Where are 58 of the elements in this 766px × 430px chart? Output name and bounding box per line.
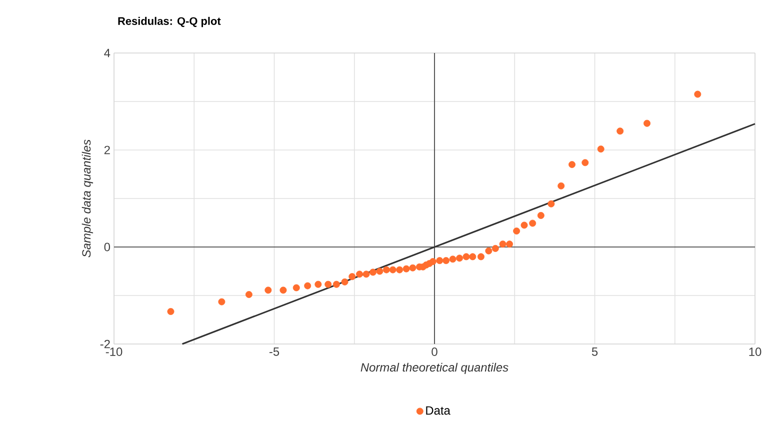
x-tick-label: 5 [592, 348, 598, 356]
x-axis-title: Normal theoretical quantiles [360, 362, 508, 374]
y-tick-label: 0 [104, 242, 110, 252]
point [280, 286, 287, 294]
y-tick-label: 2 [104, 146, 110, 154]
point [402, 265, 410, 272]
point [568, 161, 576, 168]
point [348, 273, 356, 280]
point [442, 257, 450, 264]
y-tick-label: -2 [100, 340, 110, 348]
legend-label: Data [426, 406, 450, 415]
point [167, 308, 174, 315]
point [506, 240, 513, 248]
point [429, 258, 436, 266]
point [644, 120, 650, 127]
point [513, 228, 520, 234]
point [396, 266, 404, 274]
point [694, 90, 702, 98]
x-tick-label: -10 [106, 348, 122, 356]
point [462, 253, 470, 260]
point [376, 268, 384, 275]
point [537, 212, 544, 219]
point [292, 284, 300, 292]
point [264, 286, 272, 294]
point [558, 182, 565, 190]
point [616, 128, 624, 135]
point [369, 268, 376, 276]
point [389, 266, 396, 274]
point [304, 282, 312, 290]
point [456, 254, 463, 262]
point [520, 222, 528, 229]
point [362, 270, 370, 278]
point [548, 200, 555, 208]
point [356, 270, 363, 278]
y-axis-title: Sample data quantiles [82, 140, 94, 258]
point [324, 280, 332, 288]
point [245, 291, 252, 298]
point [341, 278, 348, 286]
x-tick-label: -5 [269, 348, 280, 356]
point [477, 253, 484, 260]
point [218, 298, 226, 306]
point [469, 253, 476, 260]
x-tick-label: 0 [432, 348, 438, 356]
point [436, 257, 444, 264]
point [597, 146, 604, 153]
point [499, 240, 506, 248]
point [332, 280, 340, 288]
point [449, 256, 456, 263]
chart-title: Residulas: Q-Q plot [118, 16, 221, 28]
y-tick-label: 4 [104, 48, 110, 58]
point [314, 280, 322, 288]
point [382, 266, 390, 274]
point [492, 244, 499, 252]
point [529, 220, 536, 227]
point [582, 159, 589, 166]
point [409, 264, 416, 272]
x-tick-label: 10 [749, 348, 762, 356]
point [485, 247, 492, 254]
